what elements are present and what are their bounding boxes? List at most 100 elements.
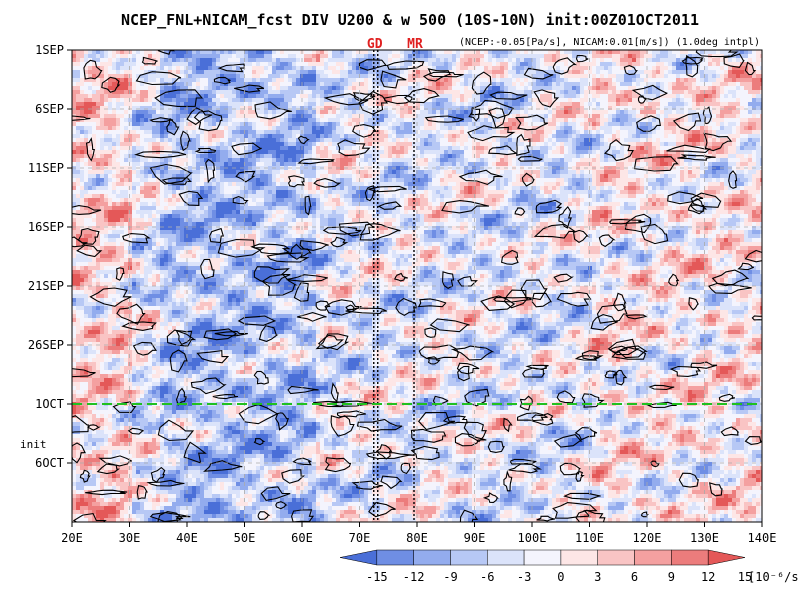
heatmap-cell [560,82,565,87]
heatmap-cell [652,158,657,163]
heatmap-cell [608,138,613,143]
heatmap-cell [204,122,209,127]
heatmap-cell [448,146,453,151]
heatmap-cell [320,86,325,91]
heatmap-cell [516,74,521,79]
heatmap-cell [160,134,165,139]
heatmap-cell [340,54,345,59]
heatmap-cell [404,142,409,147]
heatmap-cell [548,154,553,159]
heatmap-cell [756,118,761,123]
heatmap-cell [660,74,665,79]
heatmap-cell [580,150,585,155]
heatmap-cell [716,122,721,127]
heatmap-cell [468,54,473,59]
heatmap-cell [452,138,457,143]
heatmap-cell [704,70,709,75]
heatmap-cell [688,154,693,159]
heatmap-cell [504,70,509,75]
heatmap-cell [168,110,173,115]
heatmap-cell [280,142,285,147]
heatmap-cell [604,78,609,83]
heatmap-cell [632,126,637,131]
heatmap-cell [728,118,733,123]
heatmap-cell [604,134,609,139]
heatmap-cell [600,154,605,159]
heatmap-cell [128,58,133,63]
heatmap-cell [464,146,469,151]
heatmap-cell [508,82,513,87]
heatmap-cell [360,154,365,159]
heatmap-cell [620,82,625,87]
heatmap-cell [440,82,445,87]
heatmap-cell [308,138,313,143]
heatmap-cell [316,98,321,103]
heatmap-cell [744,114,749,119]
heatmap-cell [692,82,697,87]
heatmap-cell [708,126,713,131]
heatmap-cell [264,78,269,83]
heatmap-cell [304,50,309,55]
heatmap-cell [724,66,729,71]
heatmap-cell [244,126,249,131]
heatmap-cell [176,58,181,63]
heatmap-cell [344,62,349,67]
heatmap-cell [608,90,613,95]
heatmap-cell [396,134,401,139]
heatmap-cell [600,114,605,119]
heatmap-cell [660,146,665,151]
heatmap-cell [232,130,237,135]
heatmap-cell [496,54,501,59]
heatmap-cell [656,54,661,59]
heatmap-cell [100,58,105,63]
heatmap-cell [124,66,129,71]
heatmap-cell [232,114,237,119]
heatmap-cell [92,122,97,127]
chart-title: NCEP_FNL+NICAM_fcst DIV U200 & w 500 (10… [121,11,699,29]
heatmap-cell [108,70,113,75]
heatmap-cell [636,74,641,79]
heatmap-cell [424,50,429,55]
heatmap-cell [540,162,545,167]
heatmap-cell [672,86,677,91]
heatmap-cell [740,134,745,139]
heatmap-cell [540,50,545,55]
heatmap-cell [552,162,557,167]
heatmap-cell [72,134,77,139]
heatmap-cell [572,86,577,91]
heatmap-cell [676,78,681,83]
heatmap-cell [724,154,729,159]
heatmap-cell [212,106,217,111]
heatmap-cell [236,130,241,135]
heatmap-cell [432,110,437,115]
heatmap-cell [560,106,565,111]
heatmap-cell [336,162,341,167]
heatmap-cell [676,50,681,55]
heatmap-cell [104,118,109,123]
heatmap-cell [400,114,405,119]
heatmap-cell [624,162,629,167]
heatmap-cell [576,82,581,87]
heatmap-cell [752,86,757,91]
heatmap-cell [732,134,737,139]
heatmap-cell [408,62,413,67]
heatmap-cell [560,130,565,135]
heatmap-cell [296,62,301,67]
heatmap-cell [280,74,285,79]
heatmap-cell [168,126,173,131]
heatmap-cell [92,162,97,167]
heatmap-cell [108,98,113,103]
heatmap-cell [756,142,761,147]
heatmap-cell [180,122,185,127]
heatmap-cell [632,114,637,119]
heatmap-cell [324,66,329,71]
heatmap-cell [596,138,601,143]
heatmap-cell [616,102,621,107]
heatmap-cell [728,78,733,83]
heatmap-cell [384,122,389,127]
heatmap-cell [732,58,737,63]
heatmap-cell [104,106,109,111]
heatmap-cell [616,86,621,91]
heatmap-cell [340,74,345,79]
